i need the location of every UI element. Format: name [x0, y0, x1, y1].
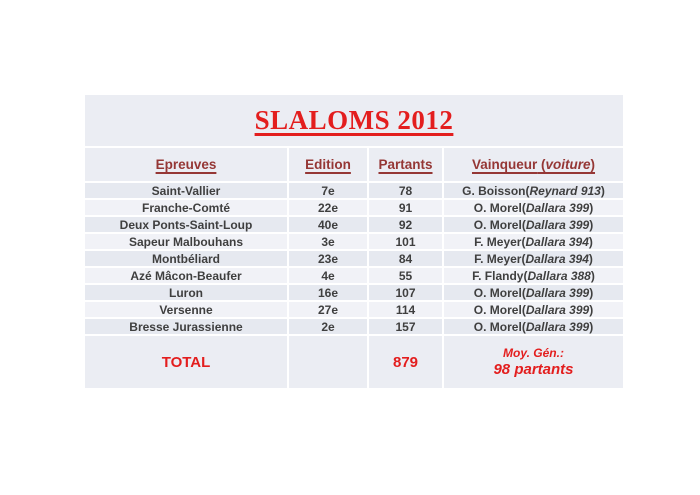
- epreuve-cell: Franche-Comté: [85, 200, 287, 215]
- vainqueur-cell: O. Morel (Dallara 399): [444, 217, 623, 232]
- total-empty-cell: [289, 336, 367, 388]
- epreuve-cell: Montbéliard: [85, 251, 287, 266]
- moyenne-caption: Moy. Gén.:: [503, 346, 564, 360]
- epreuve-cell: Sapeur Malbouhans: [85, 234, 287, 249]
- header-vainqueur: Vainqueur (voiture): [444, 148, 623, 181]
- partants-cell: 107: [369, 285, 442, 300]
- header-partants: Partants: [369, 148, 442, 181]
- header-epreuves: Epreuves: [85, 148, 287, 181]
- header-edition: Edition: [289, 148, 367, 181]
- vainqueur-cell: F. Flandy (Dallara 388): [444, 268, 623, 283]
- table-total-row: TOTAL 879 Moy. Gén.: 98 partants: [85, 336, 623, 388]
- vainqueur-cell: O. Morel (Dallara 399): [444, 319, 623, 334]
- edition-cell: 22e: [289, 200, 367, 215]
- partants-cell: 78: [369, 183, 442, 198]
- total-label: TOTAL: [161, 353, 211, 371]
- edition-cell: 4e: [289, 268, 367, 283]
- vainqueur-cell: F. Meyer (Dallara 394): [444, 234, 623, 249]
- partants-cell: 92: [369, 217, 442, 232]
- results-table: SLALOMS 2012 Epreuves Edition Partants V…: [85, 95, 623, 388]
- partants-cell: 114: [369, 302, 442, 317]
- total-partants: 879: [392, 353, 419, 371]
- epreuve-cell: Versenne: [85, 302, 287, 317]
- edition-cell: 23e: [289, 251, 367, 266]
- edition-cell: 27e: [289, 302, 367, 317]
- vainqueur-cell: O. Morel (Dallara 399): [444, 200, 623, 215]
- table-header-row: Epreuves Edition Partants Vainqueur (voi…: [85, 148, 623, 181]
- moyenne-value: 98 partants: [493, 361, 574, 378]
- epreuve-cell: Deux Ponts-Saint-Loup: [85, 217, 287, 232]
- title-block: SLALOMS 2012: [85, 95, 623, 146]
- vainqueur-cell: F. Meyer (Dallara 394): [444, 251, 623, 266]
- edition-cell: 2e: [289, 319, 367, 334]
- edition-cell: 16e: [289, 285, 367, 300]
- partants-cell: 55: [369, 268, 442, 283]
- edition-cell: 40e: [289, 217, 367, 232]
- epreuve-cell: Luron: [85, 285, 287, 300]
- partants-cell: 101: [369, 234, 442, 249]
- epreuve-cell: Azé Mâcon-Beaufer: [85, 268, 287, 283]
- vainqueur-cell: O. Morel (Dallara 399): [444, 285, 623, 300]
- partants-cell: 157: [369, 319, 442, 334]
- epreuve-cell: Bresse Jurassienne: [85, 319, 287, 334]
- page-title: SLALOMS 2012: [254, 105, 454, 135]
- total-label-cell: TOTAL: [85, 336, 287, 388]
- partants-cell: 91: [369, 200, 442, 215]
- vainqueur-cell: O. Morel (Dallara 399): [444, 302, 623, 317]
- partants-cell: 84: [369, 251, 442, 266]
- total-partants-cell: 879: [369, 336, 442, 388]
- epreuve-cell: Saint-Vallier: [85, 183, 287, 198]
- edition-cell: 3e: [289, 234, 367, 249]
- total-moyenne-cell: Moy. Gén.: 98 partants: [444, 336, 623, 388]
- table-body: Saint-Vallier 7e 78 G. Boisson (Reynard …: [85, 183, 623, 334]
- edition-cell: 7e: [289, 183, 367, 198]
- vainqueur-cell: G. Boisson (Reynard 913): [444, 183, 623, 198]
